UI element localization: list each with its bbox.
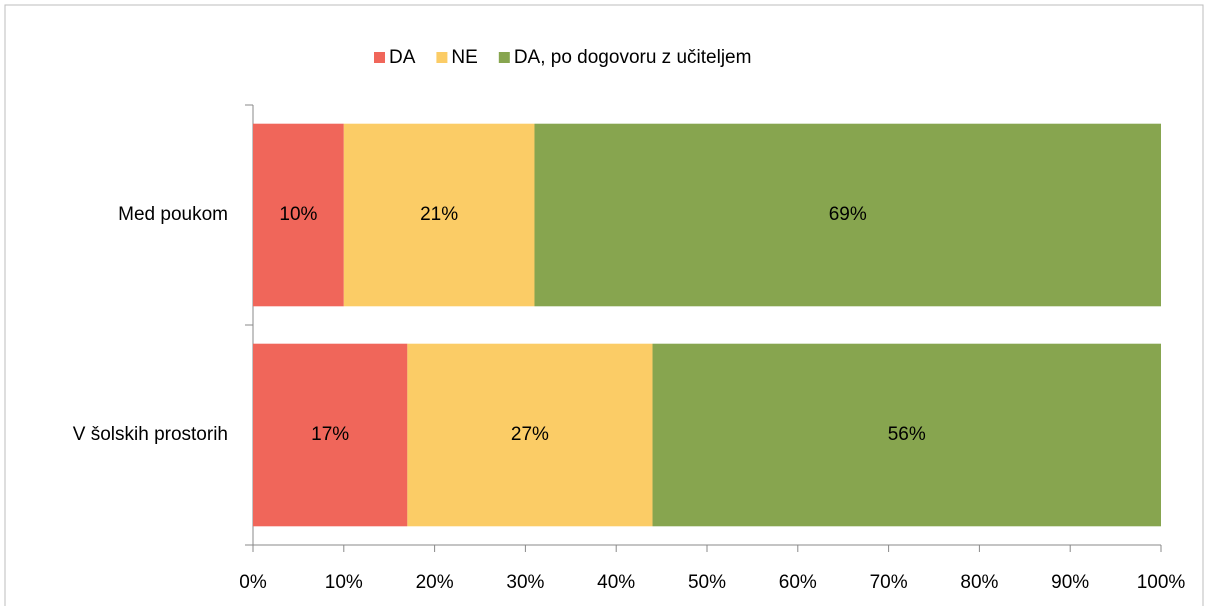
bar-segment bbox=[343, 123, 535, 307]
bar-segment bbox=[407, 343, 653, 527]
data-label: 56% bbox=[888, 424, 926, 445]
x-tick-label: 30% bbox=[506, 572, 544, 593]
bar-segment bbox=[534, 123, 1161, 307]
bar-segment bbox=[253, 343, 408, 527]
data-label: 17% bbox=[311, 424, 349, 445]
bar-segment bbox=[652, 343, 1161, 527]
x-tick-label: 90% bbox=[1051, 572, 1089, 593]
data-label: 10% bbox=[279, 204, 317, 225]
legend-swatch bbox=[436, 52, 448, 63]
x-tick-label: 100% bbox=[1137, 572, 1186, 593]
x-tick-label: 0% bbox=[239, 572, 267, 593]
x-tick-label: 80% bbox=[960, 572, 998, 593]
legend-swatch bbox=[498, 52, 510, 63]
x-tick-label: 40% bbox=[597, 572, 635, 593]
legend-label: DA, po dogovoru z učiteljem bbox=[514, 47, 752, 68]
data-label: 27% bbox=[511, 424, 549, 445]
chart-frame bbox=[4, 4, 1204, 606]
y-tick-label: V šolskih prostorih bbox=[73, 424, 228, 445]
x-tick-label: 50% bbox=[688, 572, 726, 593]
data-label: 21% bbox=[420, 204, 458, 225]
bar-segment bbox=[253, 123, 344, 307]
y-tick-label: Med poukom bbox=[118, 204, 228, 225]
x-tick-label: 20% bbox=[416, 572, 454, 593]
data-label: 69% bbox=[829, 204, 867, 225]
x-tick-label: 60% bbox=[779, 572, 817, 593]
legend-label: DA bbox=[389, 47, 416, 68]
x-tick-label: 10% bbox=[325, 572, 363, 593]
x-tick-label: 70% bbox=[870, 572, 908, 593]
legend-swatch bbox=[374, 52, 385, 63]
legend-label: NE bbox=[451, 47, 477, 68]
